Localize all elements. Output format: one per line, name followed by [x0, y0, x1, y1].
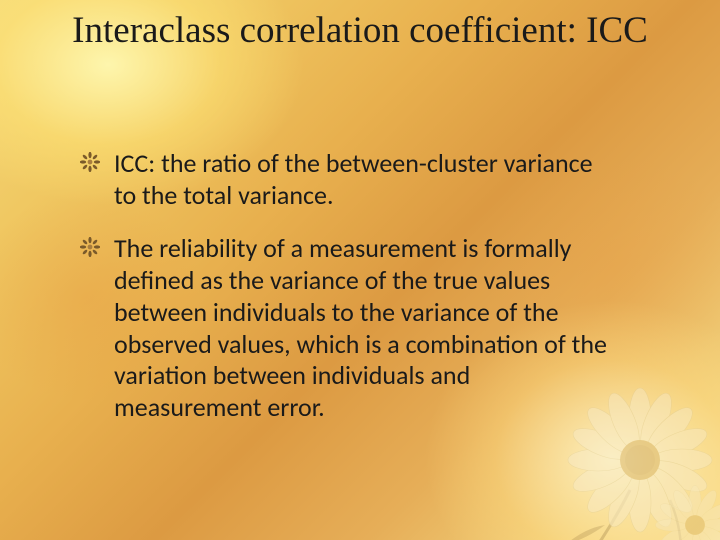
bullet-text: ICC: the ratio of the between-cluster va…	[114, 148, 620, 211]
daisy-decoration-icon	[510, 350, 720, 540]
slide-title: Interaclass correlation coefficient: ICC	[20, 10, 700, 53]
flower-bullet-icon	[80, 152, 100, 172]
flower-bullet-icon	[80, 237, 100, 257]
bullet-item: ICC: the ratio of the between-cluster va…	[80, 148, 620, 211]
slide: Interaclass correlation coefficient: ICC	[0, 0, 720, 540]
title-text: Interaclass correlation coefficient: ICC	[72, 10, 648, 51]
